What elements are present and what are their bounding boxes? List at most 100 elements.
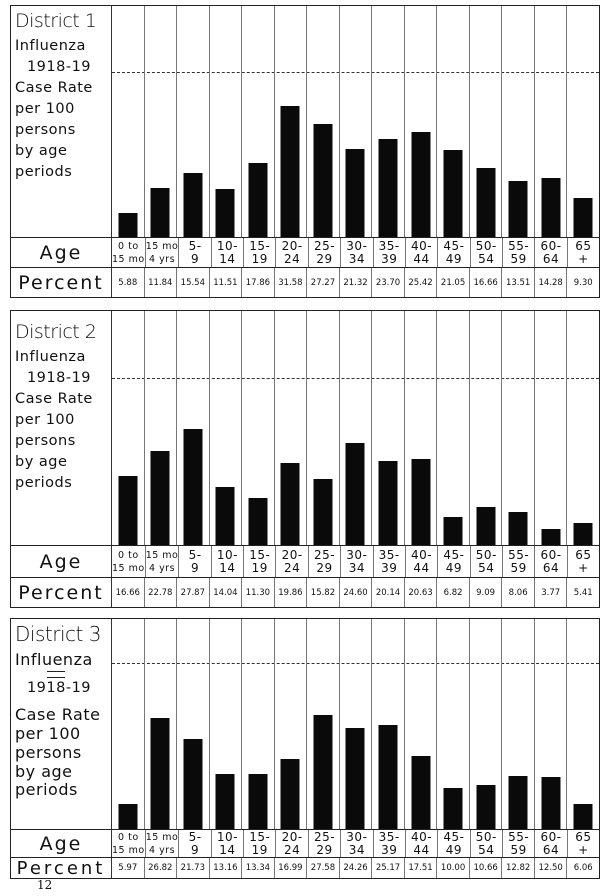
age-cell: 30- 34	[341, 546, 374, 577]
data-bar	[118, 212, 138, 237]
age-range-start: 5-	[188, 829, 202, 844]
age-cell: 25- 29	[309, 238, 342, 267]
percent-cell: 26.82	[145, 858, 178, 878]
age-range-start: 45-	[443, 829, 465, 844]
age-cell: 0 to 15 mo	[112, 830, 146, 857]
district-title: District 1	[15, 10, 97, 32]
percent-cell: 13.51	[502, 268, 535, 297]
age-range-end: 24	[283, 560, 301, 575]
percent-cell: 6.82	[437, 578, 470, 607]
percent-cell: 17.51	[405, 858, 438, 878]
age-range-end: 39	[381, 560, 398, 575]
data-bar	[573, 803, 593, 829]
data-bar	[411, 131, 431, 237]
age-cell: 20- 24	[276, 238, 309, 267]
age-range-end: 15 mo	[112, 253, 145, 265]
age-range-end: 59	[510, 842, 527, 857]
age-cell: 20- 24	[276, 830, 309, 857]
double-underline-mark	[47, 671, 65, 678]
data-bar	[411, 459, 431, 545]
percent-cell: 21.05	[437, 268, 470, 297]
percent-cell: 20.14	[372, 578, 405, 607]
age-range-start: 60-	[540, 547, 562, 562]
data-bar	[541, 529, 561, 545]
age-cell: 5- 9	[179, 546, 212, 577]
data-bar	[183, 172, 203, 237]
age-range-end: 54	[478, 560, 495, 575]
data-bar	[248, 162, 268, 237]
bar-column	[275, 311, 308, 545]
age-range-end: 49	[445, 842, 463, 857]
age-cell: 45- 49	[438, 829, 471, 857]
age-range-end: 54	[478, 251, 495, 266]
district-3-label-column: District 3 Influenza 1918-19 Case Rate p…	[11, 619, 112, 829]
page-number: 12	[37, 878, 53, 892]
bar-column	[437, 6, 470, 237]
age-range-start: 50-	[475, 829, 497, 844]
age-range-start: 40-	[411, 547, 433, 562]
age-cell: 60- 64	[535, 546, 568, 577]
age-cell: 55- 59	[503, 238, 536, 267]
percent-cell: 19.86	[275, 578, 308, 607]
bar-column	[340, 619, 373, 829]
age-range-start: 10-	[216, 547, 238, 562]
age-range-start: 40-	[411, 238, 433, 253]
percent-cell: 16.66	[112, 578, 145, 607]
age-range-start: 55-	[508, 238, 530, 253]
age-cell: 40- 44	[406, 546, 439, 577]
bar-column	[372, 311, 405, 545]
bar-column	[112, 6, 145, 237]
district-1-panel: District 1 Influenza 1918-19 Case Rate p…	[10, 5, 600, 298]
data-bar	[183, 429, 203, 545]
bar-column	[535, 311, 568, 545]
age-cell: 10- 14	[212, 830, 245, 857]
data-bar	[573, 198, 593, 237]
age-range-end: 14	[219, 251, 236, 266]
age-cell: 0 to 15 mo	[112, 546, 146, 577]
bar-column	[242, 6, 275, 237]
age-range-start: 15-	[249, 547, 271, 562]
age-range-end: 19	[251, 842, 268, 857]
chart-description-line: Influenza	[15, 38, 86, 54]
age-cell: 60- 64	[535, 830, 568, 857]
data-bar	[280, 462, 300, 545]
bar-column	[307, 6, 340, 237]
age-range-end: 24	[283, 842, 301, 857]
age-range-start: 45-	[443, 238, 465, 253]
percent-cell: 11.84	[145, 268, 178, 297]
age-cell: 10- 14	[212, 238, 245, 267]
percent-row-label: Percent	[11, 268, 112, 297]
bar-column	[145, 619, 178, 829]
age-range-end: 24	[283, 251, 301, 266]
bar-column	[502, 311, 535, 545]
chart-description-line: persons	[15, 122, 76, 138]
percent-row-label: Percent	[11, 858, 112, 879]
chart-description-line: Influenza	[15, 650, 93, 669]
bar-column	[340, 6, 373, 237]
chart-description-line: persons	[15, 743, 82, 762]
age-cell: 15 mo 4 yrs	[146, 830, 180, 857]
age-range-start: 30-	[346, 829, 368, 844]
data-bar	[280, 105, 300, 237]
age-cell: 25- 29	[309, 546, 342, 577]
age-cell: 25- 29	[309, 830, 342, 857]
bar-column	[470, 311, 503, 545]
age-cell: 20- 24	[276, 546, 309, 577]
bar-column	[307, 619, 340, 829]
data-bar	[118, 804, 138, 829]
age-range-end: 34	[348, 251, 365, 266]
age-range-start: 55-	[508, 547, 530, 562]
bar-column	[502, 6, 535, 237]
data-bar	[215, 774, 235, 829]
percent-cell: 24.60	[340, 578, 373, 607]
percent-cell: 9.30	[573, 277, 593, 288]
bar-column	[567, 6, 599, 237]
percent-cell: 5.97	[112, 858, 145, 878]
percent-cell: 12.82	[502, 858, 535, 878]
bar-column	[275, 619, 308, 829]
age-range-end: +	[578, 560, 589, 575]
percent-cell: 13.34	[242, 858, 275, 878]
data-bar	[280, 758, 300, 829]
age-range-start: 35-	[378, 547, 400, 562]
age-range-end: 39	[381, 842, 398, 857]
